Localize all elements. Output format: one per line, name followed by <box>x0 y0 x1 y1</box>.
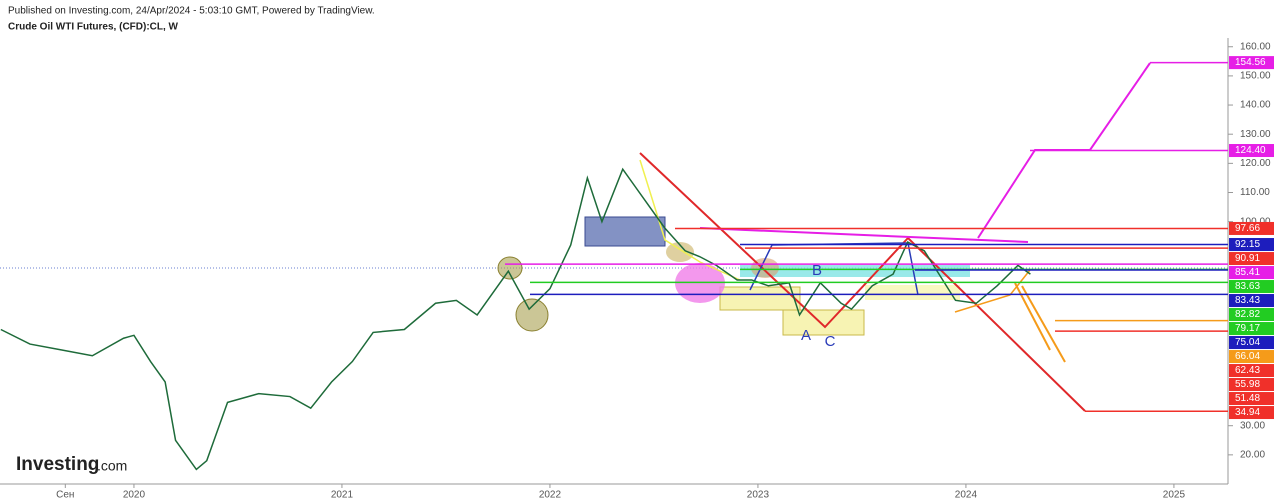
zone <box>719 286 801 311</box>
y-tick-label: 120.00 <box>1240 158 1271 169</box>
x-tick-label: 2020 <box>123 490 146 501</box>
level-tag <box>1229 252 1274 266</box>
level-label: 83.63 <box>1235 281 1260 292</box>
level-label: 66.04 <box>1235 351 1260 362</box>
level-tag <box>1229 56 1274 70</box>
level-label: 83.43 <box>1235 295 1260 306</box>
y-tick-label: 20.00 <box>1240 449 1265 460</box>
level-tag <box>1229 406 1274 420</box>
zone <box>782 309 865 336</box>
level-tag <box>1229 378 1274 392</box>
level-tag <box>1229 266 1274 280</box>
level-label: 51.48 <box>1235 393 1260 404</box>
level-tag <box>1229 308 1274 322</box>
level-label: 90.91 <box>1235 253 1260 264</box>
drawings <box>497 62 1151 412</box>
zone <box>584 216 666 247</box>
level-tag <box>1229 221 1274 235</box>
y-tick-label: 110.00 <box>1240 187 1270 198</box>
x-tick-label: Сен <box>56 490 74 501</box>
projection <box>1014 282 1051 351</box>
level-label: 79.17 <box>1235 323 1260 334</box>
level-label: 34.94 <box>1235 407 1260 418</box>
wave-label: C <box>825 333 836 350</box>
level-label: 62.43 <box>1235 365 1260 376</box>
level-tag <box>1229 144 1274 158</box>
ellipse <box>666 242 694 262</box>
level-tag <box>1229 364 1274 378</box>
x-tick-label: 2021 <box>331 490 354 501</box>
level-label: 97.66 <box>1235 223 1260 234</box>
level-label: 92.15 <box>1235 239 1260 250</box>
level-tag <box>1229 294 1274 308</box>
level-label: 82.82 <box>1235 309 1260 320</box>
projection <box>1021 285 1066 363</box>
ellipse <box>515 298 549 332</box>
wave-label: B <box>812 262 822 279</box>
level-tag <box>1229 322 1274 336</box>
level-tag <box>1229 280 1274 294</box>
level-tag <box>1229 238 1274 252</box>
logo-suffix: .com <box>97 458 127 474</box>
y-tick-label: 160.00 <box>1240 41 1271 52</box>
price-series <box>0 167 1031 471</box>
trend <box>639 159 741 281</box>
level-label: 75.04 <box>1235 337 1260 348</box>
chart-title: Crude Oil WTI Futures, (CFD):CL, W <box>8 22 179 33</box>
trend <box>699 227 1029 243</box>
x-tick-label: 2024 <box>955 490 978 501</box>
level-tag <box>1229 392 1274 406</box>
y-tick-label: 100.00 <box>1240 216 1271 227</box>
logo: Investing <box>16 454 99 475</box>
level-label: 154.56 <box>1235 57 1266 68</box>
x-tick-label: 2023 <box>747 490 770 501</box>
level-tag <box>1229 350 1274 364</box>
y-tick-label: 130.00 <box>1240 129 1271 140</box>
published: Published on Investing.com, 24/Apr/2024 … <box>8 6 375 17</box>
zone <box>865 285 960 300</box>
x-tick-label: 2025 <box>1163 490 1186 501</box>
wave-label: A <box>801 327 811 344</box>
ellipse <box>497 256 523 280</box>
y-tick-label: 150.00 <box>1240 71 1271 82</box>
x-tick-label: 2022 <box>539 490 562 501</box>
level-label: 55.98 <box>1235 379 1260 390</box>
level-label: 124.40 <box>1235 145 1266 156</box>
y-tick-label: 140.00 <box>1240 100 1271 111</box>
level-tag <box>1229 336 1274 350</box>
level-label: 85.41 <box>1235 267 1260 278</box>
y-tick-label: 30.00 <box>1240 420 1265 431</box>
